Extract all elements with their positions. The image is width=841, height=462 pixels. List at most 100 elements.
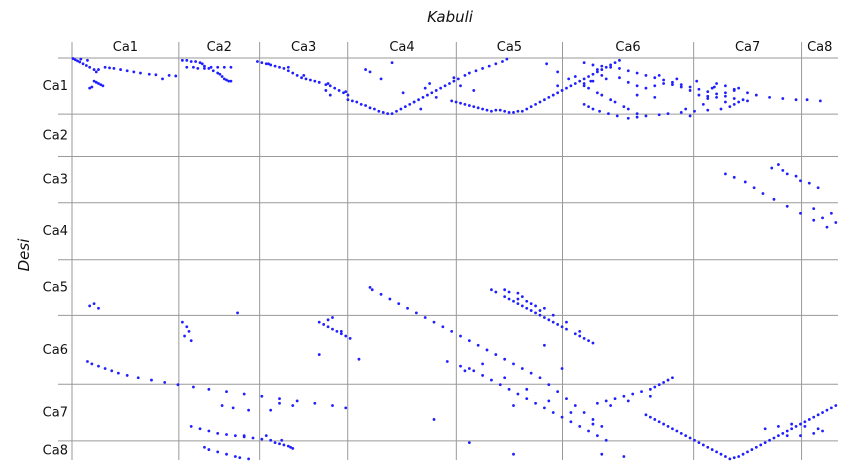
- synteny-point: [472, 89, 476, 92]
- synteny-point: [613, 100, 617, 104]
- synteny-point: [395, 109, 398, 113]
- synteny-point: [476, 106, 480, 110]
- synteny-point: [595, 401, 599, 405]
- synteny-point: [746, 91, 749, 95]
- synteny-point: [825, 408, 829, 412]
- synteny-point: [185, 65, 189, 69]
- synteny-point: [591, 107, 595, 111]
- synteny-point: [364, 104, 367, 107]
- synteny-point: [657, 383, 661, 387]
- synteny-point: [472, 369, 476, 373]
- synteny-point: [724, 91, 727, 95]
- synteny-point: [278, 442, 281, 446]
- synteny-point: [697, 87, 701, 91]
- synteny-point: [609, 63, 613, 67]
- synteny-point: [598, 109, 601, 113]
- synteny-point: [432, 418, 436, 421]
- synteny-point: [724, 455, 727, 458]
- x-tick-labels: Ca1 Ca2 Ca3 Ca4 Ca5 Ca6 Ca7 Ca8: [113, 40, 833, 55]
- synteny-point: [525, 299, 529, 303]
- synteny-point: [715, 92, 718, 96]
- synteny-point: [450, 330, 454, 333]
- synteny-point: [132, 70, 136, 74]
- synteny-point: [373, 107, 376, 111]
- synteny-point: [273, 441, 277, 445]
- synteny-point: [812, 218, 816, 222]
- synteny-point: [406, 306, 409, 310]
- synteny-point: [233, 455, 237, 458]
- synteny-point: [233, 434, 237, 438]
- synteny-point: [754, 93, 758, 97]
- synteny-point: [434, 89, 438, 92]
- synteny-point: [770, 166, 774, 170]
- synteny-point: [328, 93, 332, 97]
- synteny-point: [324, 89, 328, 92]
- synteny-point: [423, 86, 427, 90]
- synteny-point: [94, 80, 98, 84]
- synteny-point: [560, 325, 564, 329]
- synteny-point: [342, 91, 345, 95]
- synteny-point: [799, 422, 802, 426]
- synteny-point: [317, 80, 321, 84]
- synteny-point: [225, 390, 228, 394]
- synteny-point: [377, 109, 381, 113]
- synteny-point: [503, 288, 507, 292]
- synteny-point: [463, 102, 467, 106]
- x-tick-label: Ca2: [207, 40, 232, 55]
- synteny-point: [657, 420, 661, 424]
- synteny-point: [829, 406, 833, 410]
- y-tick-label: Ca7: [43, 406, 68, 421]
- synteny-point: [520, 304, 524, 308]
- synteny-point: [547, 95, 551, 99]
- synteny-point: [227, 79, 231, 83]
- synteny-point: [507, 387, 511, 391]
- synteny-point: [671, 427, 674, 431]
- synteny-point: [662, 78, 666, 82]
- synteny-point: [794, 98, 798, 102]
- synteny-point: [631, 392, 635, 396]
- y-tick-label: Ca6: [43, 343, 68, 358]
- synteny-point: [242, 392, 246, 396]
- synteny-point: [710, 86, 714, 90]
- synteny-point: [582, 84, 586, 88]
- synteny-point: [644, 413, 648, 417]
- synteny-point: [125, 69, 129, 73]
- synteny-point: [339, 330, 343, 333]
- synteny-point: [529, 371, 533, 375]
- synteny-point: [408, 102, 412, 106]
- synteny-point: [264, 434, 268, 438]
- synteny-point: [825, 225, 829, 229]
- synteny-point: [216, 71, 220, 75]
- y-tick-label: Ca5: [43, 281, 68, 296]
- synteny-point: [481, 107, 484, 111]
- synteny-point: [587, 339, 590, 343]
- synteny-point: [556, 70, 560, 74]
- synteny-point: [397, 302, 401, 306]
- synteny-point: [331, 316, 334, 319]
- synteny-point: [799, 211, 802, 215]
- synteny-point: [626, 107, 630, 111]
- synteny-point: [653, 76, 657, 80]
- synteny-point: [220, 404, 224, 407]
- synteny-point: [379, 77, 383, 81]
- synteny-point: [648, 415, 652, 419]
- synteny-point: [688, 436, 692, 440]
- synteny-point: [200, 62, 204, 66]
- synteny-point: [203, 445, 206, 449]
- synteny-point: [125, 374, 129, 377]
- synteny-point: [671, 376, 674, 380]
- synteny-point: [174, 74, 178, 78]
- synteny-point: [225, 452, 228, 456]
- y-tick-label: Ca1: [43, 79, 68, 94]
- synteny-point: [776, 163, 780, 166]
- synteny-point: [185, 58, 189, 62]
- synteny-point: [520, 367, 524, 370]
- synteny-point: [595, 91, 599, 95]
- synteny-point: [648, 387, 652, 391]
- synteny-point: [644, 73, 648, 77]
- synteny-point: [222, 65, 226, 69]
- synteny-point: [73, 58, 77, 62]
- synteny-point: [565, 86, 568, 90]
- synteny-point: [551, 411, 555, 414]
- synteny-point: [187, 330, 191, 333]
